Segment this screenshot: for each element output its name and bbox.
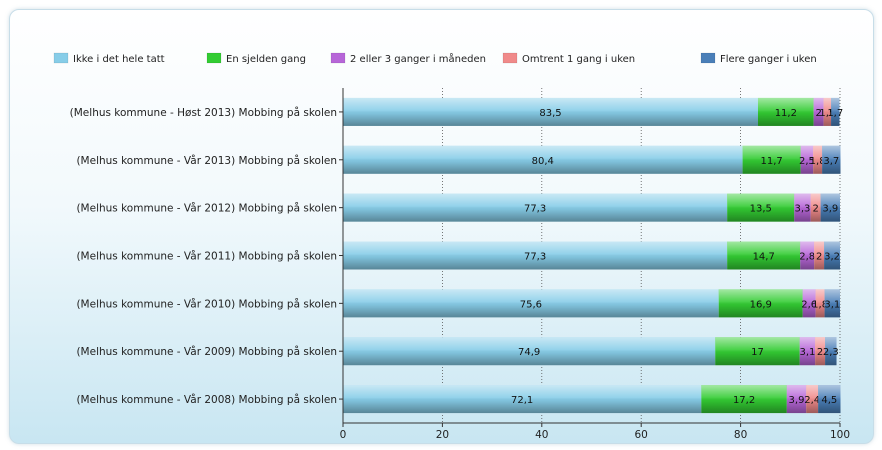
data-label: 3,9 <box>822 204 838 215</box>
chart-axes: (Melhus kommune - Høst 2013) Mobbing på … <box>70 88 850 441</box>
data-label: 1,7 <box>827 108 843 119</box>
data-label: 17,2 <box>733 395 755 406</box>
data-label: 2,8 <box>799 252 815 263</box>
data-label: 72,1 <box>511 395 533 406</box>
bar-segment-shading <box>814 241 825 270</box>
category-label: (Melhus kommune - Vår 2012) Mobbing på s… <box>76 202 337 215</box>
bar-segment-shading <box>824 289 840 318</box>
bar-segment-shading <box>727 193 795 222</box>
category-label: (Melhus kommune - Vår 2010) Mobbing på s… <box>76 297 337 310</box>
data-label: 74,9 <box>518 347 540 358</box>
category-label: (Melhus kommune - Vår 2009) Mobbing på s… <box>76 345 337 358</box>
data-label: 2 <box>815 108 821 119</box>
legend-label: En sjelden gang <box>226 54 306 65</box>
legend-swatch <box>330 52 346 64</box>
category-label: (Melhus kommune - Vår 2013) Mobbing på s… <box>76 154 337 167</box>
bar-segment-shading <box>800 145 814 174</box>
legend-label: Flere ganger i uken <box>720 54 817 65</box>
category-label: (Melhus kommune - Vår 2011) Mobbing på s… <box>76 250 337 263</box>
bar-segment-shading <box>800 241 815 270</box>
data-label: 11,7 <box>761 156 783 167</box>
bar-segment-shading <box>343 385 702 414</box>
bar-segment-shading <box>343 337 716 366</box>
data-label: 1,5 <box>819 108 835 119</box>
data-label: 77,3 <box>524 204 546 215</box>
bar-segment-shading <box>824 241 840 270</box>
data-label: 2 <box>816 252 822 263</box>
bar-segment-shading <box>757 97 814 126</box>
bar-segment-shading <box>343 241 728 270</box>
bar-segment-shading <box>718 289 803 318</box>
data-label: 2,4 <box>804 395 820 406</box>
bar-segment-shading <box>715 337 800 366</box>
x-tick-label: 40 <box>535 429 548 441</box>
data-label: 77,3 <box>524 252 546 263</box>
legend-swatch <box>502 52 518 64</box>
data-label: 2 <box>817 347 823 358</box>
data-label: 3,2 <box>824 252 840 263</box>
bar-segment-shading <box>813 145 823 174</box>
bar-segment-shading <box>799 337 816 366</box>
chart-legend: Ikke i det hele tatt En sjelden gang 2 ell… <box>53 52 817 65</box>
stacked-bar-chart: Ikke i det hele tatt En sjelden gang 2 ell… <box>53 52 850 441</box>
bar-segment-shading <box>820 193 840 222</box>
legend-swatch <box>206 52 222 64</box>
data-label: 11,2 <box>775 108 797 119</box>
legend-swatch <box>53 52 69 64</box>
legend-label: 2 eller 3 ganger i måneden <box>350 52 486 65</box>
bar-segment-shading <box>794 193 811 222</box>
x-tick-label: 80 <box>734 429 747 441</box>
data-label: 13,5 <box>750 204 772 215</box>
bar-segment-shading <box>742 145 801 174</box>
data-label: 80,4 <box>532 156 554 167</box>
data-label: 3,1 <box>799 347 815 358</box>
chart-gridlines <box>441 88 841 423</box>
bar-segment-shading <box>786 385 807 414</box>
bar-segment-shading <box>815 289 825 318</box>
data-label: 83,5 <box>539 108 561 119</box>
bar-segment-shading <box>701 385 787 414</box>
bar-segment-shading <box>825 337 837 366</box>
data-label: 75,6 <box>520 299 542 310</box>
bar-segment-shading <box>343 289 719 318</box>
bar-segment-shading <box>818 385 841 414</box>
data-label: 3,7 <box>823 156 839 167</box>
data-label: 3,9 <box>789 395 805 406</box>
legend-label: Omtrent 1 gang i uken <box>522 54 635 65</box>
legend-swatch <box>700 52 716 64</box>
data-label: 3,1 <box>824 299 840 310</box>
data-label: 16,9 <box>750 299 772 310</box>
data-label: 2,6 <box>801 299 817 310</box>
category-label: (Melhus kommune - Vår 2008) Mobbing på s… <box>76 393 337 406</box>
bar-segment-shading <box>727 241 801 270</box>
data-label: 17 <box>751 347 764 358</box>
bar-segment-shading <box>822 145 841 174</box>
data-label: 2,5 <box>799 156 815 167</box>
chart-panel: Ikke i det hele tatt En sjelden gang 2 ell… <box>9 9 874 444</box>
x-tick-label: 100 <box>830 429 850 441</box>
bar-segment-shading <box>343 97 758 126</box>
bar-segment-shading <box>813 97 824 126</box>
category-label: (Melhus kommune - Høst 2013) Mobbing på … <box>70 106 337 119</box>
bar-segment-shading <box>802 289 816 318</box>
bar-segment-shading <box>823 97 832 126</box>
bar-segment-shading <box>810 193 821 222</box>
chart-bars: 83,5 11,2 21,51,780,4 11,7 2,51,83,777,3 13,5… <box>343 97 843 414</box>
legend-label: Ikke i det hele tatt <box>73 54 165 65</box>
bar-segment-shading <box>815 337 826 366</box>
data-label: 1,8 <box>812 299 828 310</box>
bar-segment-shading <box>831 97 840 126</box>
data-label: 4,5 <box>821 395 837 406</box>
x-tick-label: 0 <box>340 429 347 441</box>
data-label: 3,3 <box>795 204 811 215</box>
data-label: 14,7 <box>753 252 775 263</box>
data-label: 2,3 <box>823 347 839 358</box>
bar-segment-shading <box>806 385 819 414</box>
x-tick-label: 20 <box>436 429 449 441</box>
bar-segment-shading <box>343 145 743 174</box>
x-tick-label: 60 <box>635 429 648 441</box>
data-label: 2 <box>812 204 818 215</box>
bar-segment-shading <box>343 193 728 222</box>
data-label: 1,8 <box>810 156 826 167</box>
